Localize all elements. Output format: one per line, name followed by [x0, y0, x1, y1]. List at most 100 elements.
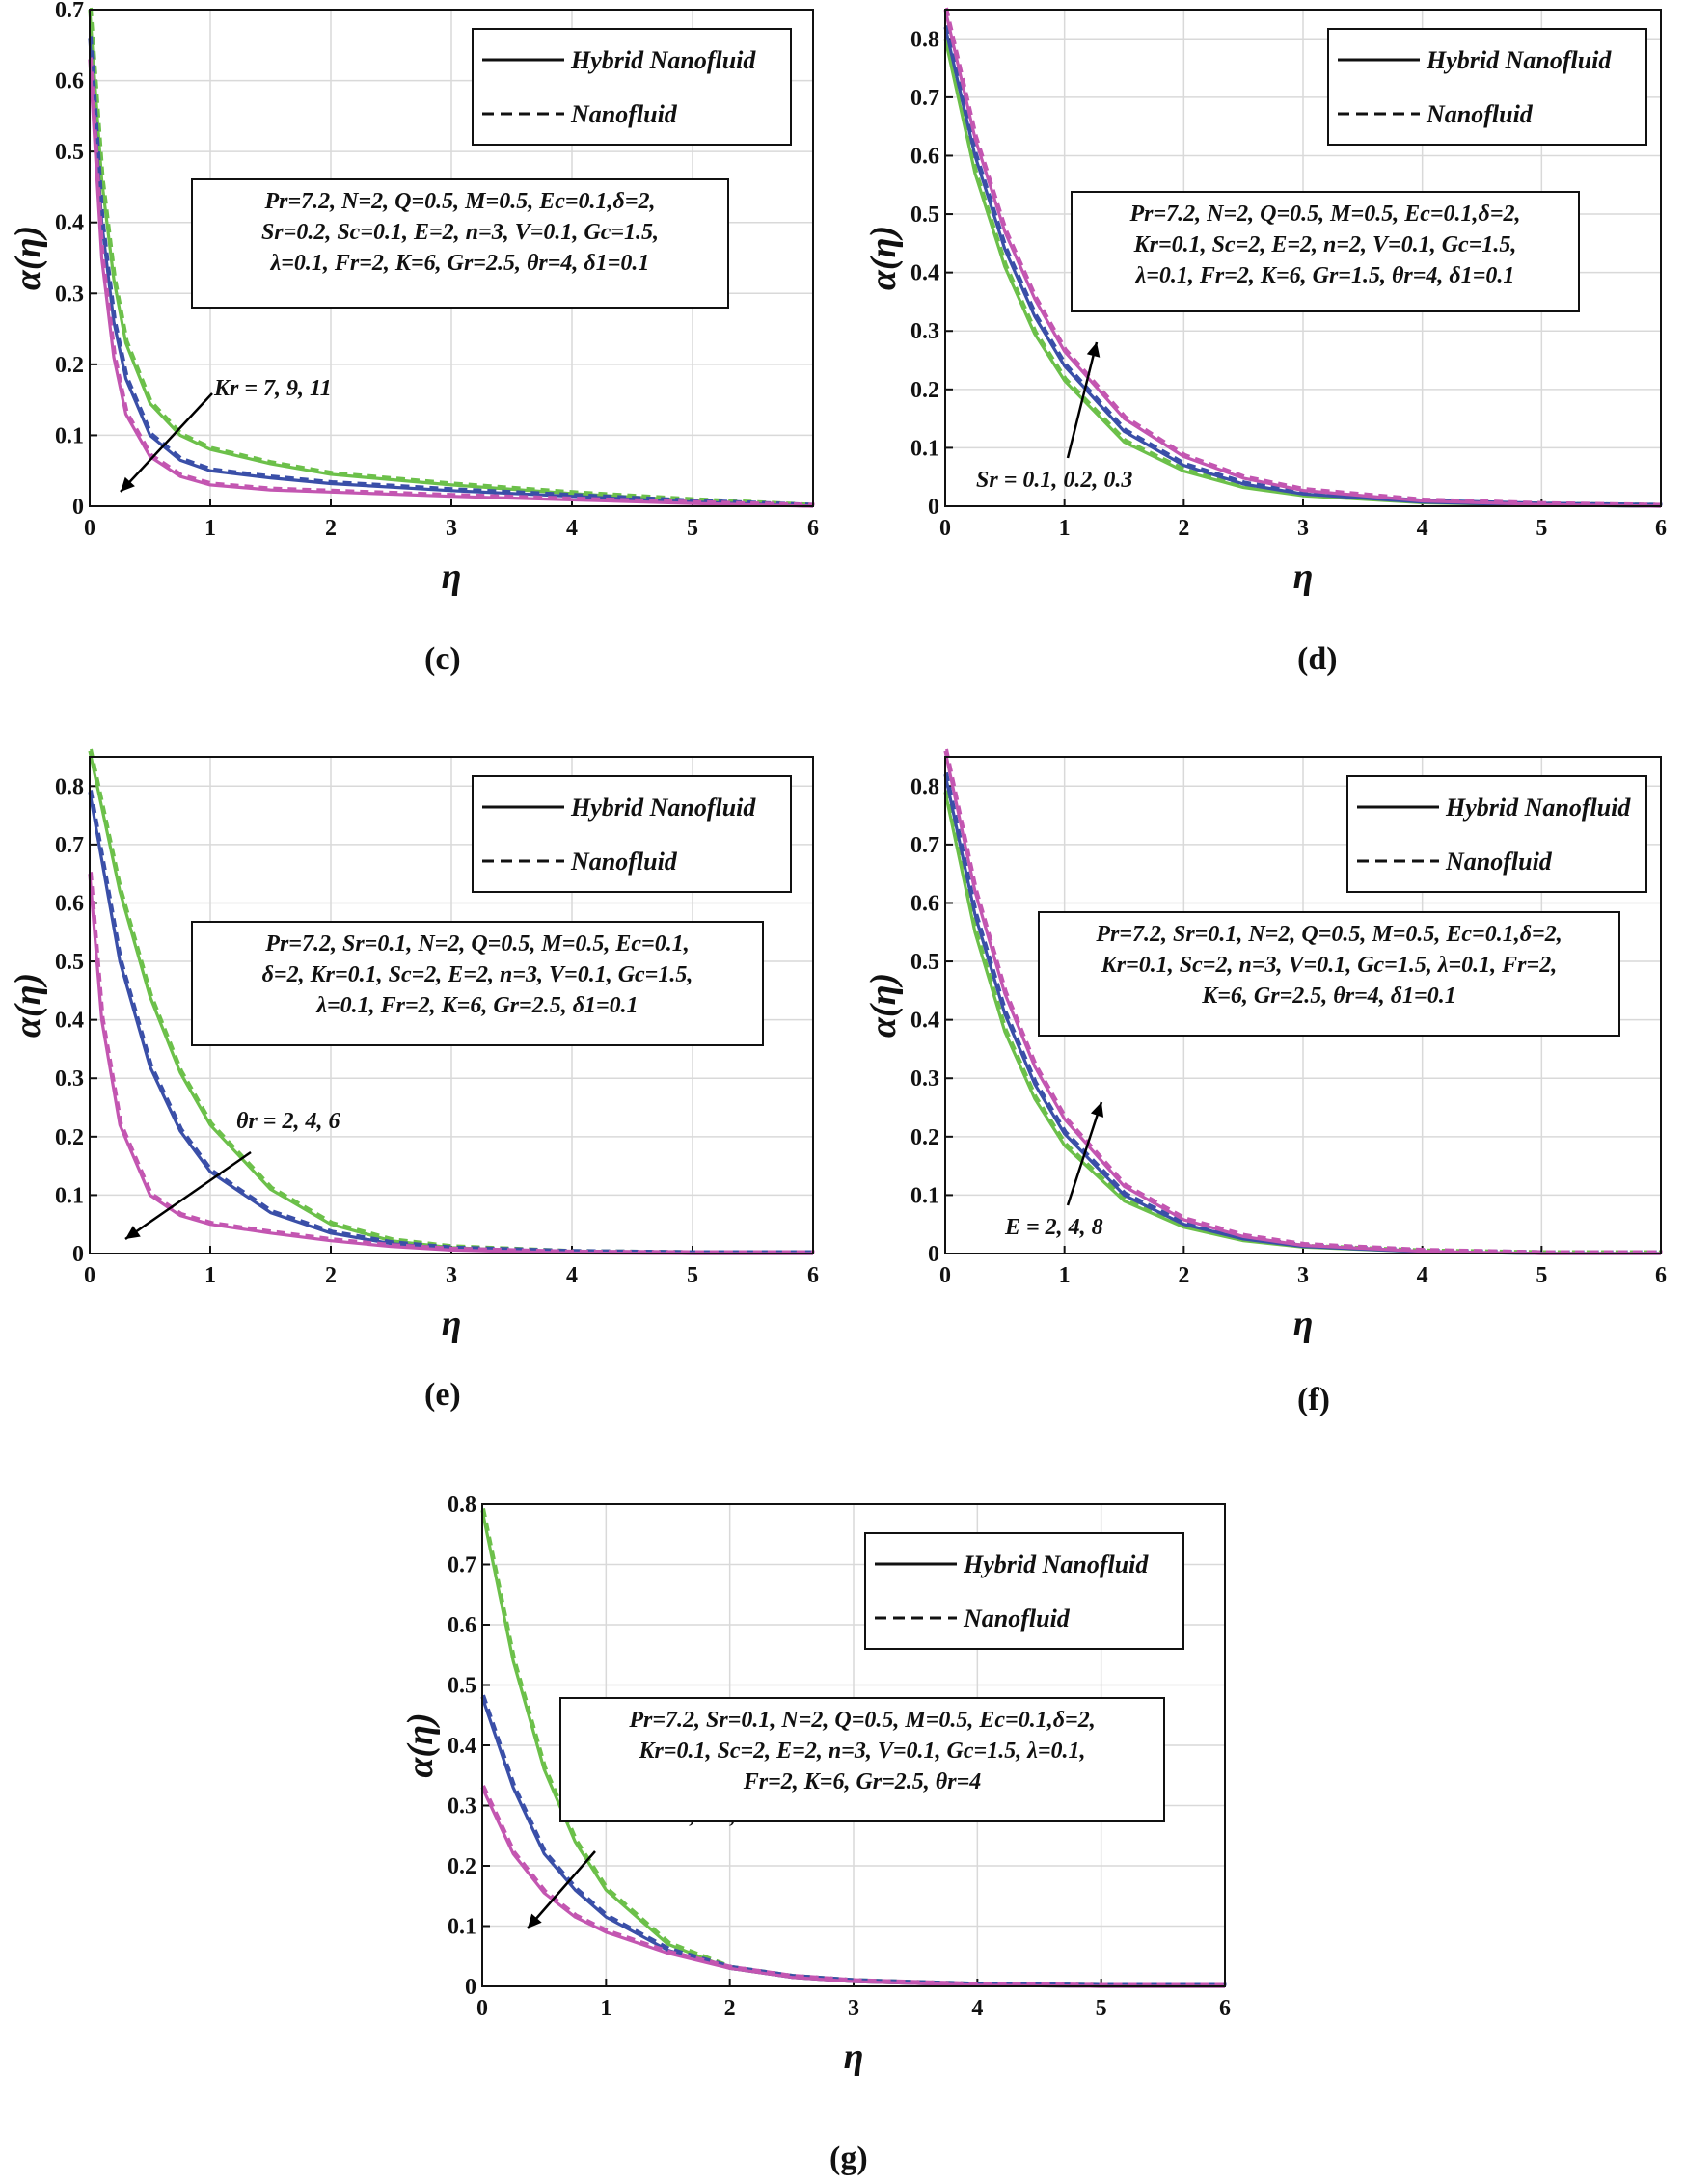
legend-box	[864, 1532, 1184, 1650]
y-tick-label: 0.7	[448, 1553, 476, 1578]
y-tick-label: 0.5	[448, 1674, 476, 1699]
y-tick-label: 0.5	[910, 950, 939, 975]
y-tick-label: 0.5	[55, 950, 84, 975]
x-tick-label: 0	[84, 516, 95, 541]
series-line-nanofluid	[945, 748, 1663, 1254]
x-tick-label: 1	[600, 1996, 611, 2021]
x-axis-label: η	[442, 1304, 462, 1344]
plot-frame	[89, 756, 814, 1254]
legend: Hybrid Nanofluid Nanofluid	[1327, 28, 1647, 146]
params-line: Kr=0.1, Sc=2, E=2, n=2, V=0.1, Gc=1.5,	[1133, 232, 1517, 257]
chart-svg: 0 1 2 3 4 5 6 0 0.1 0.2 0.3 0.4 0.5 0.6 0.7 0.8 η α(η) Hyb…	[863, 748, 1667, 1344]
series-line-hybrid	[88, 9, 814, 508]
x-tick-label: 3	[1297, 1263, 1309, 1288]
x-tick-label: 5	[1096, 1996, 1107, 2021]
y-tick-label: 0.5	[910, 202, 939, 228]
y-tick-label: 0.2	[910, 378, 939, 403]
y-axis-label: α(η)	[863, 226, 904, 290]
y-tick-label: 0.7	[910, 833, 939, 858]
annotation-arrowhead	[125, 1226, 141, 1239]
series-line-nanofluid	[482, 1785, 1227, 1986]
y-axis-label: α(η)	[8, 226, 48, 290]
annotation-arrow	[1066, 1101, 1103, 1206]
plot-frame	[481, 1503, 1226, 1987]
y-tick-label: 0.8	[910, 27, 939, 52]
params-line: λ=0.1, Fr=2, K=6, Gr=1.5, θr=4, δ1=0.1	[1135, 263, 1515, 288]
params-line: δ=2, Kr=0.1, Sc=2, E=2, n=3, V=0.1, Gc=1…	[261, 962, 693, 987]
x-tick-label: 1	[204, 516, 216, 541]
series-line-nanofluid	[945, 771, 1663, 1254]
x-tick-label: 0	[476, 1996, 488, 2021]
series-line-nanofluid	[90, 7, 815, 506]
legend-box	[1327, 28, 1647, 146]
y-tick-label: 0.2	[55, 353, 84, 378]
y-tick-label: 0.2	[910, 1125, 939, 1150]
y-tick-label: 0.8	[55, 774, 84, 799]
annotation-label: Sr = 0.1, 0.2, 0.3	[976, 468, 1132, 493]
x-tick-label: 2	[724, 1996, 736, 2021]
y-tick-label: 0.4	[55, 211, 84, 236]
x-tick-label: 3	[848, 1996, 859, 2021]
series-line-hybrid	[943, 750, 1661, 1255]
y-tick-label: 0.5	[55, 140, 84, 165]
y-tick-label: 0.7	[910, 86, 939, 111]
y-tick-label: 0.4	[910, 261, 939, 286]
x-axis-label: η	[1293, 1304, 1314, 1344]
series-line-hybrid	[88, 38, 814, 508]
x-tick-label: 2	[1178, 516, 1189, 541]
plot-frame	[89, 9, 814, 507]
params-box-c: Pr=7.2, N=2, Q=0.5, M=0.5, Ec=0.1,δ=2, S…	[191, 178, 729, 309]
chart-svg: 0 1 2 3 4 5 6 0 0.1 0.2 0.3 0.4 0.5 0.6 0.7 0.8 η α(η) Hyb…	[8, 748, 819, 1344]
caption-e: (e)	[424, 1377, 461, 1413]
legend-label-hybrid: Hybrid Nanofluid	[963, 1550, 1149, 1578]
params-box-f: Pr=7.2, Sr=0.1, N=2, Q=0.5, M=0.5, Ec=0.…	[1038, 911, 1620, 1037]
y-tick-label: 0.8	[448, 1493, 476, 1518]
legend-label-hybrid: Hybrid Nanofluid	[1426, 46, 1612, 74]
params-line: K=6, Gr=2.5, θr=4, δ1=0.1	[1202, 984, 1456, 1009]
y-tick-label: 0.3	[55, 282, 84, 307]
series-line-nanofluid	[945, 7, 1663, 506]
plot-frame	[944, 9, 1662, 507]
chart-panel-f: 0 1 2 3 4 5 6 0 0.1 0.2 0.3 0.4 0.5 0.6 0.7 0.8 η α(η) Hyb…	[849, 742, 1678, 1475]
x-tick-label: 4	[971, 1996, 983, 2021]
annotation-arrow	[124, 1150, 252, 1241]
chart-panel-g: 0 1 2 3 4 5 6 0 0.1 0.2 0.3 0.4 0.5 0.6 0.7 0.8 η α(η) Hyb…	[400, 1485, 1273, 2184]
y-tick-label: 0	[465, 1975, 476, 2000]
y-tick-label: 0.3	[910, 1066, 939, 1092]
x-axis-label: η	[1293, 556, 1314, 597]
x-tick-label: 6	[1219, 1996, 1231, 2021]
annotation-arrow	[1066, 341, 1099, 459]
y-axis-label: α(η)	[400, 1712, 441, 1777]
params-line: Kr=0.1, Sc=2, n=3, V=0.1, Gc=1.5, λ=0.1,…	[1101, 953, 1558, 978]
x-tick-label: 5	[1536, 516, 1547, 541]
x-tick-label: 3	[446, 516, 457, 541]
legend-box	[472, 28, 792, 146]
y-axis-label: α(η)	[8, 973, 48, 1038]
x-tick-label: 5	[1536, 1263, 1547, 1288]
x-tick-label: 2	[1178, 1263, 1189, 1288]
params-line: Pr=7.2, Sr=0.1, N=2, Q=0.5, M=0.5, Ec=0.…	[1096, 922, 1563, 947]
y-tick-label: 0	[72, 1242, 84, 1267]
annotation-arrowhead	[1090, 1102, 1104, 1118]
series-line-nanofluid	[945, 24, 1663, 506]
legend-box	[1346, 775, 1647, 893]
x-tick-label: 6	[807, 1263, 819, 1288]
params-box-e: Pr=7.2, Sr=0.1, N=2, Q=0.5, M=0.5, Ec=0.…	[191, 921, 764, 1046]
y-tick-label: 0.3	[55, 1066, 84, 1092]
y-tick-label: 0.6	[910, 891, 939, 916]
x-tick-label: 0	[84, 1263, 95, 1288]
params-line: Kr=0.1, Sc=2, E=2, n=3, V=0.1, Gc=1.5, λ…	[639, 1739, 1086, 1764]
caption-c: (c)	[424, 641, 461, 677]
y-tick-label: 0.6	[55, 891, 84, 916]
y-tick-label: 0.2	[448, 1854, 476, 1879]
y-tick-label: 0.3	[448, 1794, 476, 1820]
y-tick-label: 0.4	[55, 1009, 84, 1034]
params-line: Pr=7.2, Sr=0.1, N=2, Q=0.5, M=0.5, Ec=0.…	[629, 1708, 1096, 1733]
x-tick-label: 5	[687, 516, 698, 541]
params-line: Pr=7.2, Sr=0.1, N=2, Q=0.5, M=0.5, Ec=0.…	[265, 931, 690, 957]
chart-panel-c: 0 1 2 3 4 5 6 0 0.1 0.2 0.3 0.4 0.5 0.6 0.7 η α(η) Hybrid…	[0, 0, 829, 733]
x-tick-label: 2	[325, 516, 337, 541]
x-tick-label: 5	[687, 1263, 698, 1288]
plot-frame	[944, 756, 1662, 1254]
annotation-arrow	[120, 392, 213, 493]
